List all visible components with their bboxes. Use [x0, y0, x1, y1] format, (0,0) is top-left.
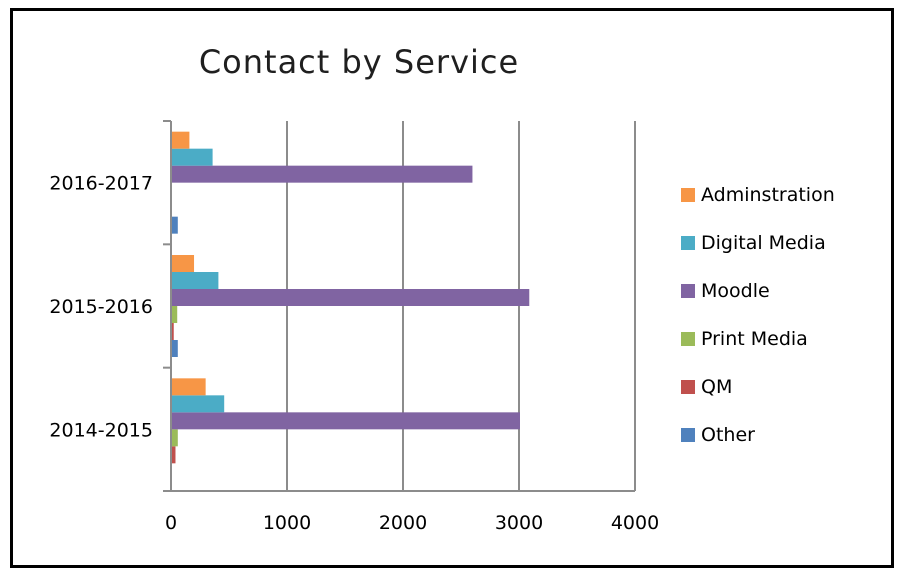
bar-other — [172, 340, 178, 357]
legend-label: Moodle — [701, 280, 770, 302]
x-tick-label: 3000 — [495, 512, 543, 534]
x-tick-label: 0 — [165, 512, 177, 534]
legend-swatch — [681, 188, 695, 202]
bar-print-media — [172, 306, 178, 323]
x-tick-label: 1000 — [263, 512, 311, 534]
bar-digital-media — [172, 148, 213, 166]
legend-label: Other — [701, 424, 755, 446]
legend-label: QM — [701, 376, 732, 398]
legend-swatch — [681, 332, 695, 346]
bar-qm — [172, 446, 176, 464]
bar-other — [172, 216, 178, 234]
legend-swatch — [681, 236, 695, 250]
bars — [172, 131, 530, 464]
legend: Adminstration Digital Media Moodle Print Me… — [681, 184, 835, 446]
legend-swatch — [681, 380, 695, 394]
legend-label: Adminstration — [701, 184, 835, 206]
bar-print-media — [172, 429, 178, 447]
y-tick-label: 2016-2017 — [49, 173, 153, 195]
bar-adminstration — [172, 255, 195, 272]
y-tick-label: 2015-2016 — [49, 296, 153, 318]
bar-adminstration — [172, 131, 190, 149]
legend-label: Digital Media — [701, 232, 826, 254]
bar-digital-media — [172, 395, 225, 413]
bar-moodle — [172, 412, 520, 430]
chart-canvas: Contact by Service 0 1000 2000 3000 4000 2014… — [49, 43, 835, 534]
bar-adminstration — [172, 378, 206, 396]
bar-digital-media — [172, 272, 219, 289]
bar-moodle — [172, 165, 473, 183]
legend-swatch — [681, 428, 695, 442]
legend-label: Print Media — [701, 328, 808, 350]
bar-moodle — [172, 289, 530, 306]
chart-title: Contact by Service — [199, 43, 519, 81]
chart-frame: Contact by Service 0 1000 2000 3000 4000 2014… — [10, 8, 894, 568]
axes: 0 1000 2000 3000 4000 2014-2015 2015-2016 2016-… — [49, 120, 659, 534]
x-tick-label: 2000 — [379, 512, 427, 534]
legend-swatch — [681, 284, 695, 298]
x-tick-label: 4000 — [611, 512, 659, 534]
y-tick-label: 2014-2015 — [49, 419, 153, 441]
bar-qm — [172, 323, 174, 340]
